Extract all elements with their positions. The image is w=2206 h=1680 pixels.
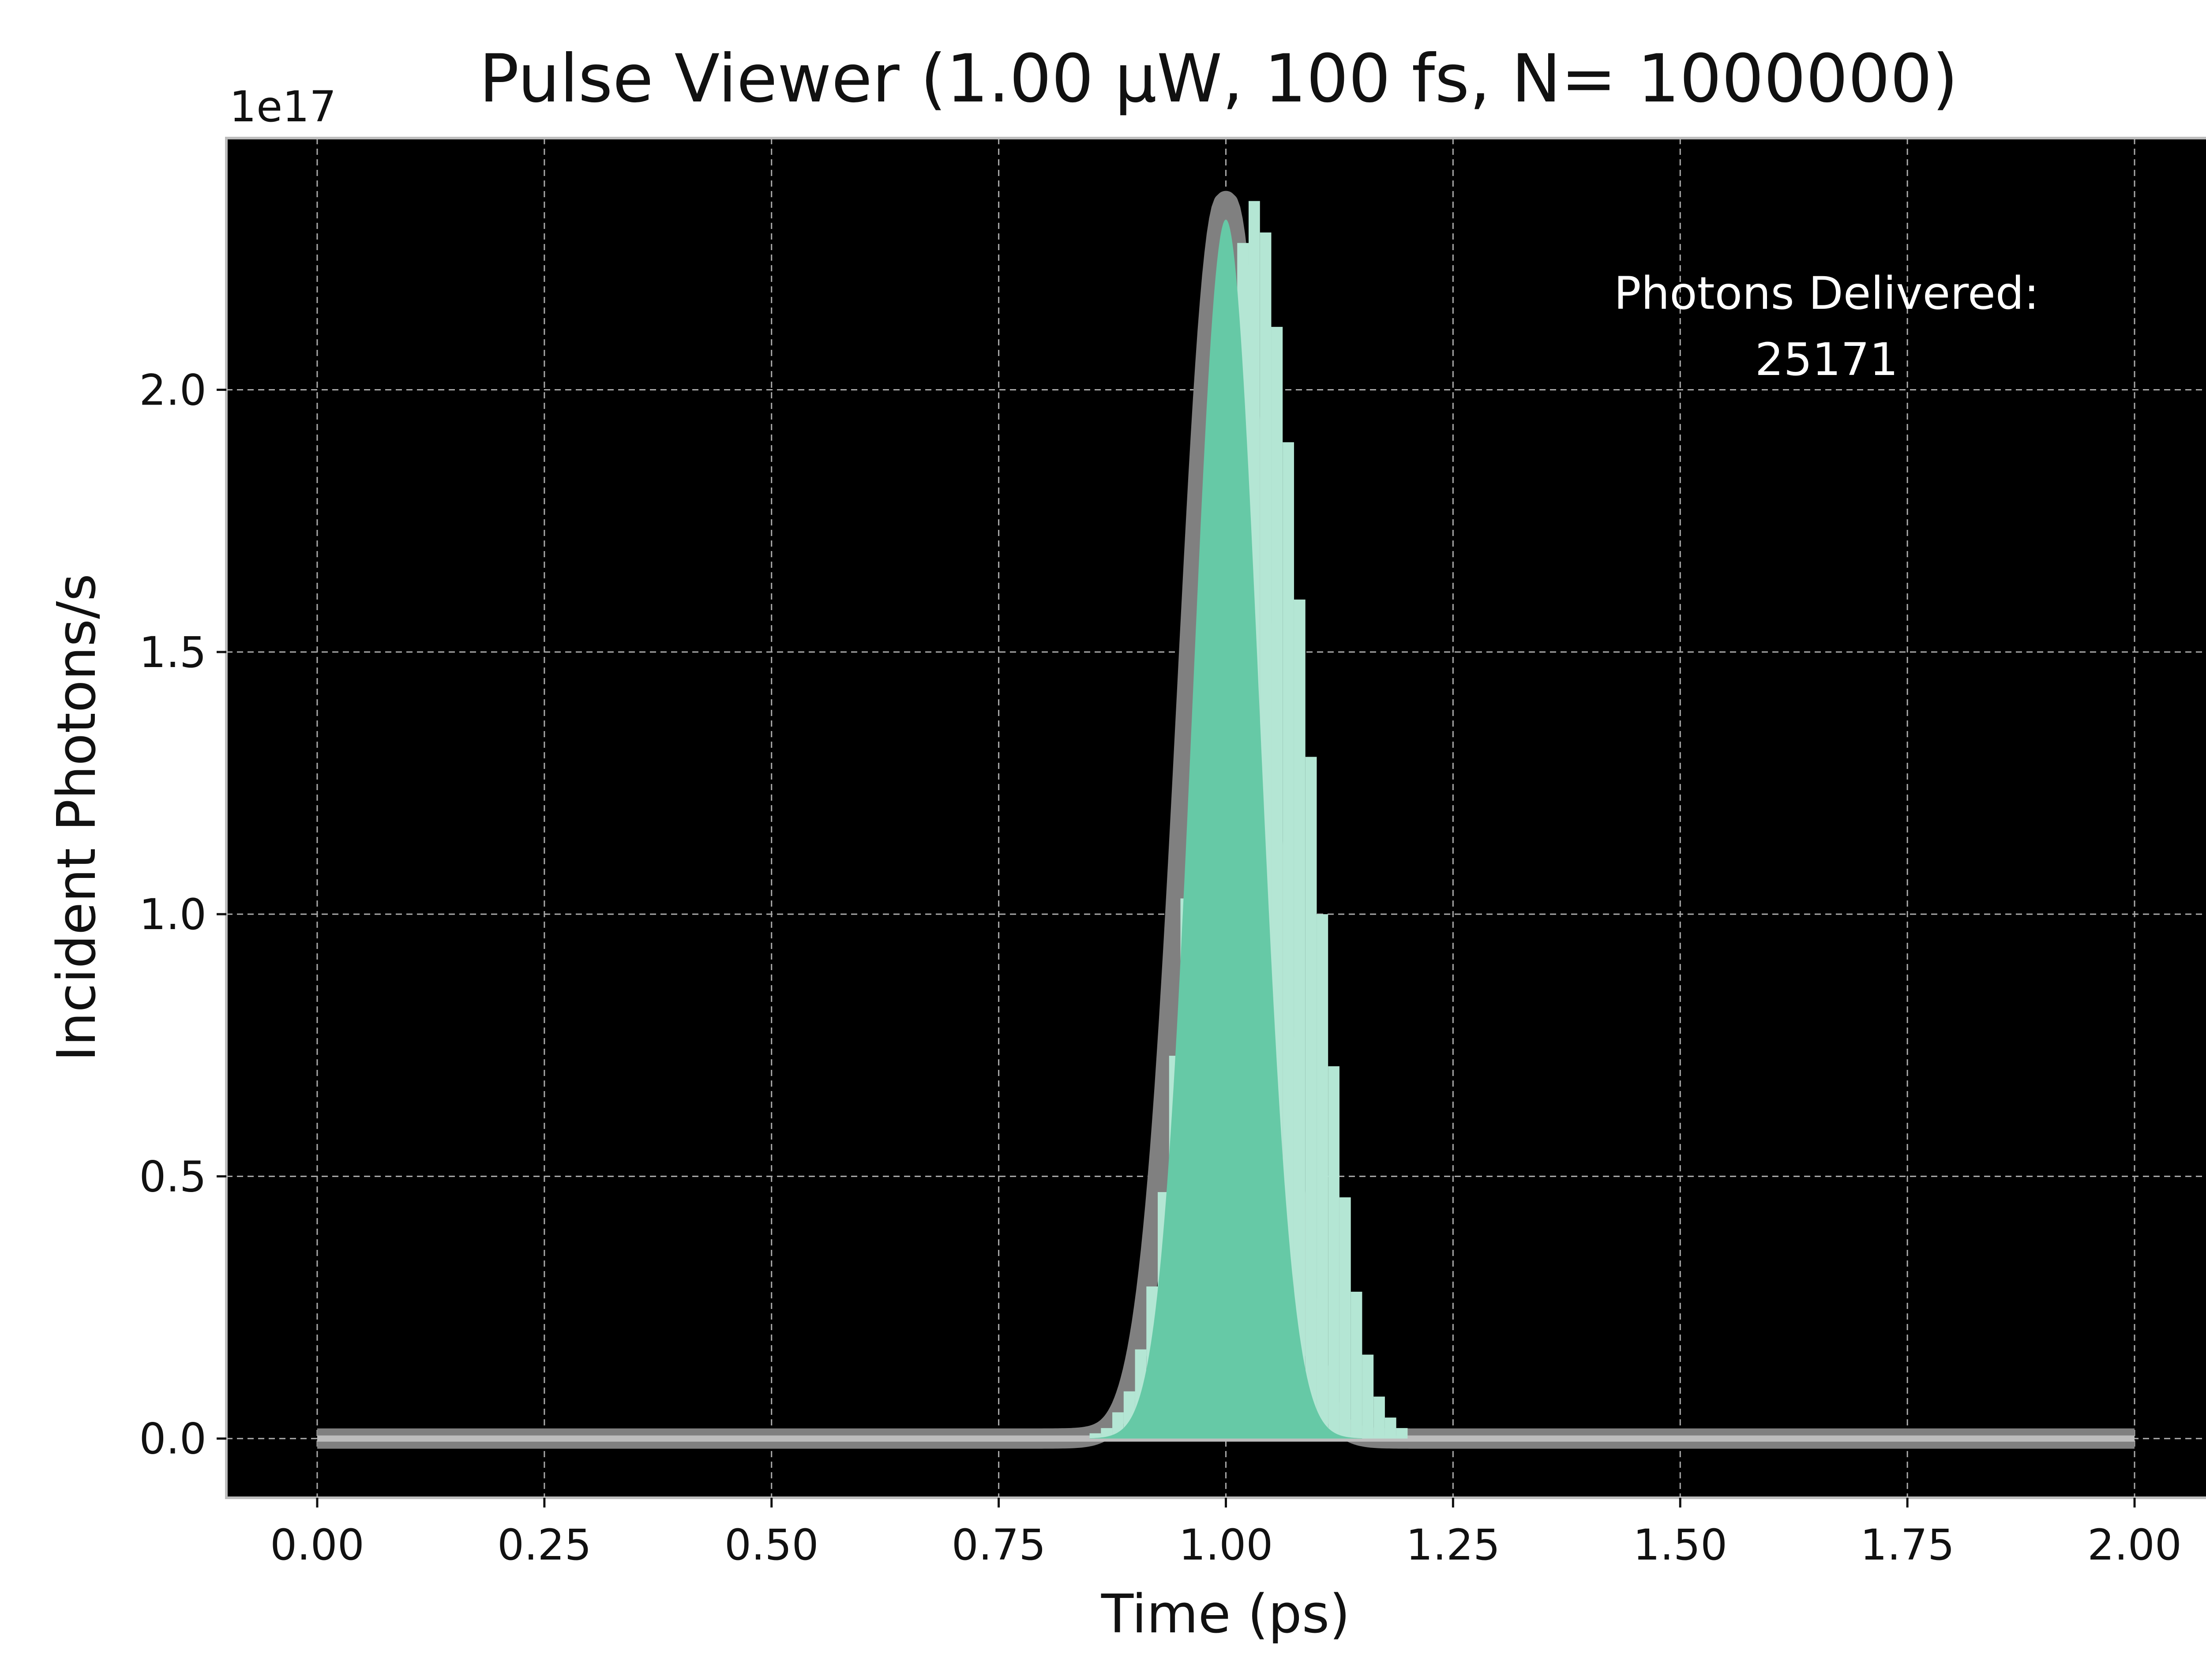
x-tick-label: 1.50 <box>1633 1520 1727 1570</box>
x-tick-label: 0.75 <box>952 1520 1046 1570</box>
histogram-bar <box>1317 914 1328 1439</box>
x-tick-label: 1.00 <box>1179 1520 1273 1570</box>
histogram-bar <box>1089 1433 1101 1439</box>
histogram-bar <box>1101 1428 1113 1439</box>
histogram-bar <box>1373 1396 1385 1439</box>
y-axis-label: Incident Photons/s <box>46 574 108 1061</box>
data-marks <box>309 191 2142 1449</box>
histogram-bar <box>1351 1291 1362 1439</box>
x-tick-label: 1.75 <box>1860 1520 1955 1570</box>
x-tick-label: 0.25 <box>497 1520 592 1570</box>
y-tick-label: 0.5 <box>139 1152 206 1201</box>
x-axis-ticks: 0.00 0.25 0.50 0.75 1.00 1.25 1.50 1.75 2.00 <box>270 1498 2182 1570</box>
y-tick-label: 2.0 <box>139 366 206 415</box>
histogram-bar <box>1362 1354 1374 1439</box>
histogram-bar <box>1294 599 1306 1439</box>
annotation-value: 25171 <box>1755 334 1898 386</box>
histogram-bar <box>1384 1418 1396 1439</box>
histogram-fill <box>1089 219 1362 1439</box>
histogram-bar <box>1305 757 1317 1439</box>
y-offset-label: 1e17 <box>229 82 336 131</box>
x-tick-label: 0.00 <box>270 1520 364 1570</box>
histogram-bar <box>1339 1197 1351 1439</box>
histogram-bar <box>1328 1066 1339 1439</box>
x-tick-label: 1.25 <box>1406 1520 1501 1570</box>
chart-title: Pulse Viewer (1.00 μW, 100 fs, N= 100000… <box>479 41 1958 117</box>
y-tick-label: 1.5 <box>139 628 206 677</box>
y-axis-ticks: 0.0 0.5 1.0 1.5 2.0 <box>139 366 226 1464</box>
annotation-label: Photons Delivered: <box>1614 267 2039 320</box>
x-tick-label: 0.50 <box>724 1520 819 1570</box>
y-tick-label: 0.0 <box>139 1414 206 1464</box>
x-tick-label: 2.00 <box>2087 1520 2182 1570</box>
x-axis-label: Time (ps) <box>1101 1584 1350 1645</box>
y-tick-label: 1.0 <box>139 890 206 939</box>
histogram-bar <box>1396 1428 1408 1439</box>
